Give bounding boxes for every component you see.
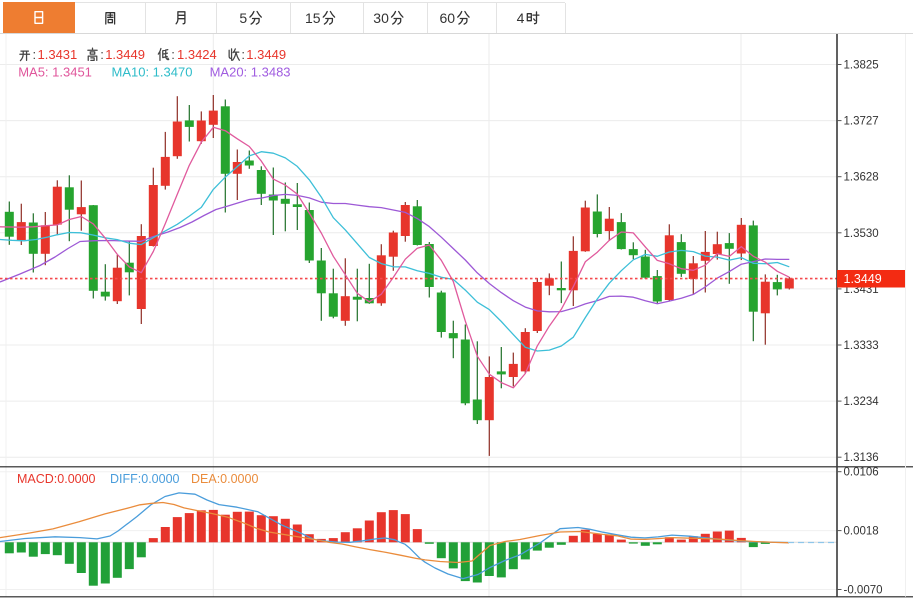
- svg-text:1.3449: 1.3449: [105, 47, 145, 62]
- svg-text:MACD:0.0000: MACD:0.0000: [17, 472, 96, 486]
- svg-text:DEA:0.0000: DEA:0.0000: [191, 472, 258, 486]
- svg-text::: :: [241, 47, 245, 62]
- svg-text:60: 60: [440, 10, 456, 26]
- svg-text:1.3530: 1.3530: [844, 228, 879, 240]
- svg-text:MA5: 1.3451: MA5: 1.3451: [18, 65, 92, 80]
- svg-text:1.3424: 1.3424: [177, 47, 217, 62]
- svg-text:MA10: 1.3470: MA10: 1.3470: [112, 65, 193, 80]
- svg-text:1.3431: 1.3431: [38, 47, 78, 62]
- svg-text::: :: [171, 47, 175, 62]
- svg-text:1.3333: 1.3333: [844, 340, 879, 352]
- svg-text:4: 4: [517, 10, 525, 26]
- svg-text:1.3234: 1.3234: [844, 396, 880, 408]
- svg-text:1.3449: 1.3449: [844, 272, 882, 286]
- svg-text::: :: [33, 47, 37, 62]
- svg-text::: :: [100, 47, 104, 62]
- svg-text:30: 30: [373, 10, 389, 26]
- svg-text:5: 5: [239, 10, 247, 26]
- svg-text:1.3136: 1.3136: [844, 452, 879, 464]
- svg-text:0.0106: 0.0106: [844, 467, 879, 479]
- svg-text:1.3825: 1.3825: [844, 60, 879, 72]
- svg-text:DIFF:0.0000: DIFF:0.0000: [110, 472, 180, 486]
- svg-text:1.3727: 1.3727: [844, 116, 879, 128]
- svg-text:MA20: 1.3483: MA20: 1.3483: [210, 65, 291, 80]
- svg-text:-0.0070: -0.0070: [844, 585, 883, 597]
- svg-text:1.3449: 1.3449: [246, 47, 286, 62]
- svg-text:0.0018: 0.0018: [844, 526, 879, 538]
- svg-text:15: 15: [305, 10, 321, 26]
- svg-text:1.3628: 1.3628: [844, 172, 879, 184]
